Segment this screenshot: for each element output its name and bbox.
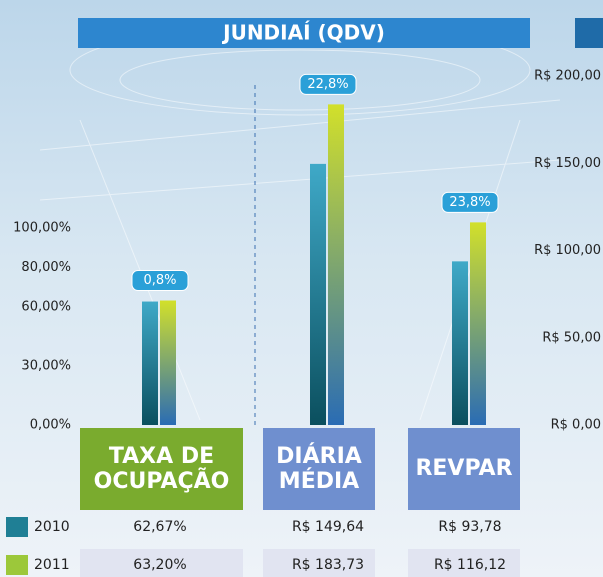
- value-label: 63,20%: [133, 557, 186, 573]
- growth-pill: [441, 191, 499, 213]
- growth-pill: [131, 269, 189, 291]
- category-label: DIÁRIA MÉDIA: [263, 428, 375, 510]
- row-bg: [80, 549, 243, 577]
- growth-label: 22,8%: [307, 77, 348, 92]
- y2-tick-label: R$ 0,00: [551, 418, 601, 433]
- y-tick-label: 80,00%: [21, 260, 71, 275]
- growth-label: 0,8%: [143, 273, 176, 288]
- value-label: 62,67%: [133, 519, 186, 535]
- bar: [160, 300, 176, 425]
- y2-tick-label: R$ 100,00: [534, 243, 601, 258]
- value-label: R$ 116,12: [434, 557, 506, 573]
- legend-label: 2010: [34, 519, 70, 535]
- bar: [310, 163, 326, 425]
- growth-pill: [299, 73, 357, 95]
- legend-label: 2011: [34, 557, 70, 573]
- bar: [328, 104, 344, 426]
- row-bg: [263, 549, 375, 577]
- y-tick-label: 30,00%: [21, 358, 71, 373]
- value-label: R$ 93,78: [438, 519, 501, 535]
- y-tick-label: 100,00%: [13, 221, 71, 236]
- bar: [470, 222, 486, 425]
- chart-title: JUNDIAÍ (QDV): [221, 21, 385, 45]
- legend-swatch: [6, 555, 28, 575]
- category-label: TAXA DE OCUPAÇÃO: [80, 428, 243, 510]
- row-bg: [408, 549, 520, 577]
- y-tick-label: 60,00%: [21, 299, 71, 314]
- title-bar: [78, 18, 530, 48]
- y-tick-label: 0,00%: [30, 418, 71, 433]
- y2-tick-label: R$ 150,00: [534, 156, 601, 171]
- value-label: R$ 183,73: [292, 557, 364, 573]
- y2-tick-label: R$ 50,00: [542, 330, 601, 345]
- title-bar-edge: [575, 18, 603, 48]
- value-label: R$ 149,64: [292, 519, 364, 535]
- legend-swatch: [6, 517, 28, 537]
- bar: [452, 261, 468, 425]
- y2-tick-label: R$ 200,00: [534, 69, 601, 84]
- bar: [142, 301, 158, 425]
- growth-label: 23,8%: [449, 195, 490, 210]
- category-label: REVPAR: [408, 428, 520, 510]
